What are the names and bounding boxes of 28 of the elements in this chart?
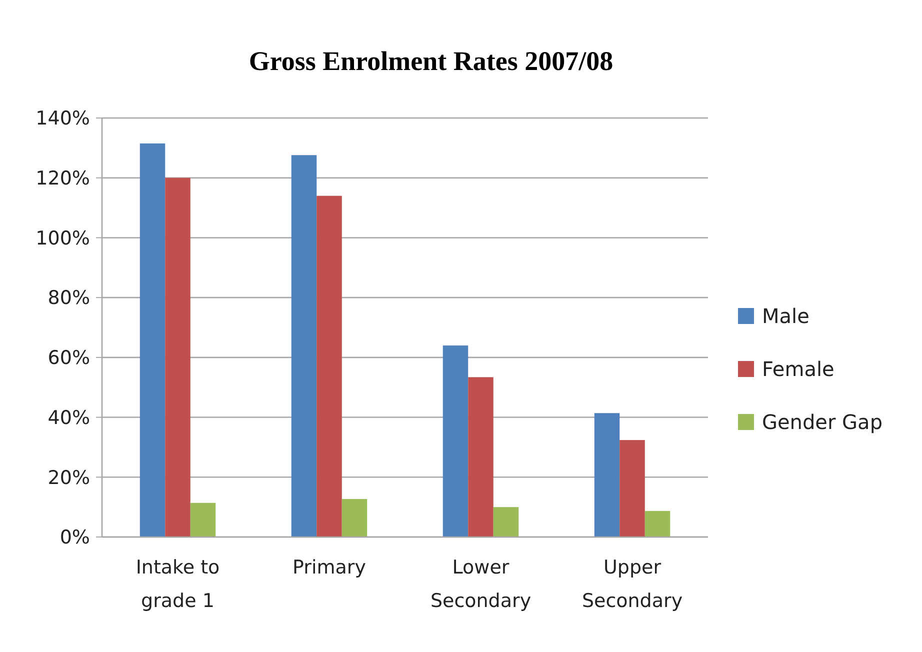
legend-label: Female (762, 357, 834, 381)
y-tick-label: 140% (36, 108, 90, 130)
bar (190, 502, 216, 537)
bar (140, 143, 166, 537)
bar (620, 440, 645, 537)
legend-label: Male (762, 304, 810, 328)
y-tick-label: 80% (48, 287, 90, 310)
x-tick-label: Primary (292, 556, 366, 579)
y-tick-label: 40% (48, 406, 90, 429)
bar (291, 155, 317, 537)
bar (493, 507, 519, 537)
bar (594, 413, 620, 537)
y-tick-label: 100% (36, 227, 90, 250)
bar (342, 498, 368, 537)
x-tick-label: Lower Secondary (430, 556, 532, 612)
y-tick-label: 0% (60, 526, 90, 549)
x-tick-label: Upper Secondary (582, 556, 683, 612)
chart-title: Gross Enrolment Rates 2007/08 (248, 46, 614, 76)
bar (316, 196, 342, 537)
bar (468, 377, 494, 537)
y-tick-label: 120% (36, 168, 90, 190)
y-tick-label: 20% (48, 466, 90, 489)
bar (442, 345, 468, 537)
x-tick-label: Intake to grade 1 (136, 556, 220, 612)
bar (165, 178, 190, 537)
legend-label: Gender Gap (762, 410, 883, 434)
bar (644, 510, 670, 537)
y-tick-label: 60% (48, 347, 90, 370)
